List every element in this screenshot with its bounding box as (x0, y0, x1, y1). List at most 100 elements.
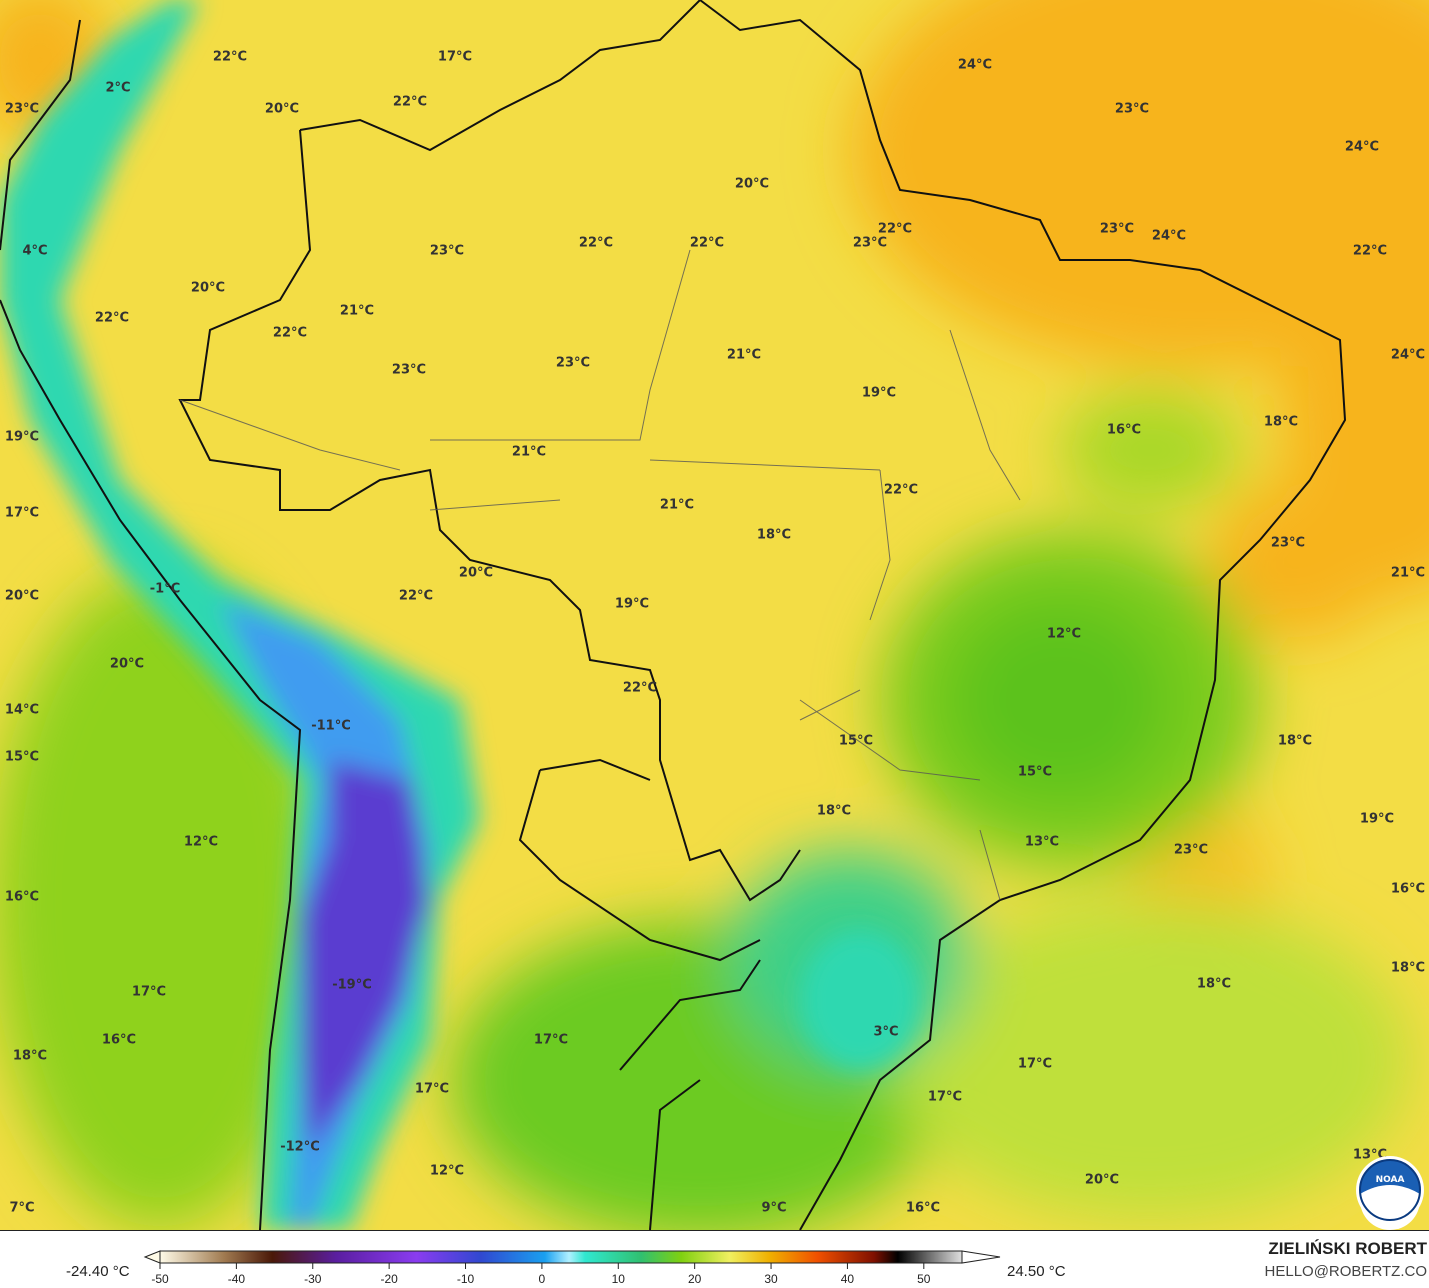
isotherm-label: 17°C (132, 985, 166, 1000)
isotherm-label: 17°C (415, 1082, 449, 1097)
isotherm-label: 22°C (95, 311, 129, 326)
scale-tick-label: 30 (764, 1272, 778, 1286)
isotherm-label: 19°C (1360, 812, 1394, 827)
isotherm-label: 24°C (958, 58, 992, 73)
isotherm-label: 12°C (184, 835, 218, 850)
isotherm-label: 22°C (393, 95, 427, 110)
isotherm-label: 21°C (727, 348, 761, 363)
isotherm-label: 20°C (1085, 1173, 1119, 1188)
scale-tick-label: -50 (151, 1272, 169, 1286)
scale-tick-label: 40 (841, 1272, 855, 1286)
isotherm-label: 18°C (1278, 734, 1312, 749)
isotherm-label: 21°C (340, 304, 374, 319)
isotherm-label: 14°C (5, 703, 39, 718)
author-email: HELLO@ROBERTZ.CO (1264, 1263, 1427, 1280)
isotherm-label: 17°C (1018, 1057, 1052, 1072)
isotherm-label: 21°C (660, 498, 694, 513)
isotherm-label: 24°C (1152, 229, 1186, 244)
isotherm-label: 17°C (438, 50, 472, 65)
author-credit: ZIELIŃSKI ROBERT (1268, 1239, 1427, 1258)
isotherm-label: 18°C (13, 1049, 47, 1064)
min-value-label: -24.40 °C (66, 1263, 130, 1280)
isotherm-label: 20°C (265, 102, 299, 117)
isotherm-label: 21°C (512, 445, 546, 460)
isotherm-label: 23°C (1100, 222, 1134, 237)
color-scale-bar: -50 -40 -30 -20 -10 0 10 20 30 40 50 (143, 1250, 1001, 1286)
isotherm-label: -1°C (150, 582, 180, 597)
isotherm-label: 23°C (1174, 843, 1208, 858)
isotherm-label: 22°C (213, 50, 247, 65)
isotherm-label: 16°C (906, 1201, 940, 1216)
isotherm-label: 19°C (615, 597, 649, 612)
isotherm-label: 20°C (459, 566, 493, 581)
scale-tick-label: -30 (304, 1272, 322, 1286)
scale-tick-label: 50 (917, 1272, 931, 1286)
isotherm-label: 4°C (22, 244, 47, 259)
isotherm-labels: 22°C 17°C 24°C 2°C 22°C 20°C 23°C 23°C 24°C 20°C 2… (5, 50, 1425, 1216)
isotherm-label: -11°C (311, 719, 351, 734)
max-value-label: 24.50 °C (1007, 1263, 1066, 1280)
isotherm-label: 23°C (5, 102, 39, 117)
isotherm-label: 20°C (110, 657, 144, 672)
isotherm-label: 12°C (1047, 627, 1081, 642)
isotherm-label: 22°C (878, 222, 912, 237)
temperature-map: 22°C 17°C 24°C 2°C 22°C 20°C 23°C 23°C 24°C 20°C 2… (0, 0, 1429, 1230)
isotherm-label: 22°C (1353, 244, 1387, 259)
footer: -24.40 °C (0, 1230, 1429, 1288)
isotherm-label: 18°C (1197, 977, 1231, 992)
isotherm-label: 23°C (1115, 102, 1149, 117)
scale-tick-label: 20 (688, 1272, 702, 1286)
isotherm-label: 20°C (191, 281, 225, 296)
isotherm-label: 16°C (5, 890, 39, 905)
isotherm-label: 18°C (1264, 415, 1298, 430)
isotherm-label: 20°C (735, 177, 769, 192)
isotherm-label: 23°C (853, 236, 887, 251)
svg-text:NOAA: NOAA (1376, 1175, 1405, 1185)
isotherm-label: 3°C (873, 1025, 898, 1040)
isotherm-label: -19°C (332, 978, 372, 993)
isotherm-label: 18°C (757, 528, 791, 543)
isotherm-label: 2°C (105, 81, 130, 96)
scale-tick-label: -40 (228, 1272, 246, 1286)
noaa-logo: NOAA (1356, 1156, 1424, 1230)
isotherm-label: 15°C (1018, 765, 1052, 780)
scale-tick-label: 0 (539, 1272, 546, 1286)
isotherm-label: 15°C (5, 750, 39, 765)
isotherm-label: 22°C (273, 326, 307, 341)
isotherm-label: 22°C (579, 236, 613, 251)
isotherm-label: 9°C (761, 1201, 786, 1216)
temperature-field (0, 0, 1429, 1230)
isotherm-label: 15°C (839, 734, 873, 749)
isotherm-label: 7°C (9, 1201, 34, 1216)
isotherm-label: 24°C (1391, 348, 1425, 363)
isotherm-label: 18°C (1391, 961, 1425, 976)
isotherm-label: 22°C (884, 483, 918, 498)
state-lines (179, 249, 1021, 901)
isotherm-label: 20°C (5, 589, 39, 604)
isotherm-label: 21°C (1391, 566, 1425, 581)
isotherm-label: 19°C (5, 430, 39, 445)
isotherm-label: 22°C (623, 681, 657, 696)
isotherm-label: 24°C (1345, 140, 1379, 155)
isotherm-label: 12°C (430, 1164, 464, 1179)
isotherm-label: 18°C (817, 804, 851, 819)
isotherm-label: 17°C (534, 1033, 568, 1048)
isotherm-label: 23°C (392, 363, 426, 378)
isotherm-label: 16°C (102, 1033, 136, 1048)
isotherm-label: 17°C (5, 506, 39, 521)
isotherm-label: 16°C (1107, 423, 1141, 438)
isotherm-label: 22°C (690, 236, 724, 251)
isotherm-label: 23°C (430, 244, 464, 259)
scale-tick-label: -20 (380, 1272, 398, 1286)
isotherm-label: 13°C (1025, 835, 1059, 850)
isotherm-label: 23°C (1271, 536, 1305, 551)
isotherm-label: 17°C (928, 1090, 962, 1105)
isotherm-label: 16°C (1391, 882, 1425, 897)
scale-tick-label: -10 (457, 1272, 475, 1286)
isotherm-label: -12°C (280, 1140, 320, 1155)
isotherm-label: 23°C (556, 356, 590, 371)
isotherm-label: 22°C (399, 589, 433, 604)
scale-tick-label: 10 (612, 1272, 626, 1286)
borders (0, 0, 1347, 1230)
isotherm-label: 19°C (862, 386, 896, 401)
